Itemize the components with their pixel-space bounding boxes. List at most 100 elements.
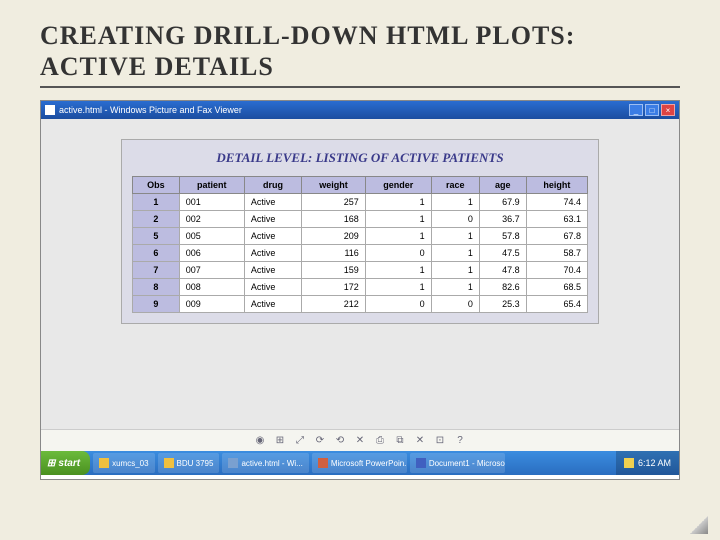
taskbar-item-icon bbox=[318, 458, 328, 468]
picture-viewer-window: active.html - Windows Picture and Fax Vi… bbox=[40, 100, 680, 480]
table-cell: 74.4 bbox=[526, 194, 587, 211]
table-cell: Active bbox=[244, 279, 301, 296]
column-header: age bbox=[479, 177, 526, 194]
toolbar-icon[interactable]: ⟲ bbox=[333, 434, 347, 448]
windows-logo-icon: ⊞ bbox=[47, 458, 55, 469]
table-cell: 58.7 bbox=[526, 245, 587, 262]
maximize-button[interactable]: □ bbox=[645, 104, 659, 116]
taskbar-item[interactable]: BDU 3795 bbox=[158, 453, 220, 473]
tray-icon[interactable] bbox=[624, 458, 634, 468]
title-underline bbox=[40, 86, 680, 88]
table-cell: 1 bbox=[365, 211, 431, 228]
table-cell: 0 bbox=[365, 245, 431, 262]
table-cell: 47.8 bbox=[479, 262, 526, 279]
table-cell: 6 bbox=[133, 245, 180, 262]
column-header: drug bbox=[244, 177, 301, 194]
patient-table: Obspatientdrugweightgenderraceageheight … bbox=[132, 176, 588, 313]
table-cell: 7 bbox=[133, 262, 180, 279]
taskbar-item-icon bbox=[228, 458, 238, 468]
table-cell: 82.6 bbox=[479, 279, 526, 296]
column-header: Obs bbox=[133, 177, 180, 194]
table-cell: 8 bbox=[133, 279, 180, 296]
table-row: 8008Active1721182.668.5 bbox=[133, 279, 588, 296]
viewer-toolbar: ◉ ⊞ ⤢ ⟳ ⟲ ✕ ⎙ ⧉ ✕ ⊡? bbox=[41, 429, 679, 451]
taskbar-item[interactable]: Document1 - Microso... bbox=[410, 453, 505, 473]
table-row: 7007Active1591147.870.4 bbox=[133, 262, 588, 279]
table-row: 1001Active2571167.974.4 bbox=[133, 194, 588, 211]
table-cell: 70.4 bbox=[526, 262, 587, 279]
toolbar-icon[interactable]: ⧉ bbox=[393, 434, 407, 448]
toolbar-icon[interactable]: ⊡ bbox=[433, 434, 447, 448]
table-cell: 007 bbox=[179, 262, 244, 279]
slide-title: Creating Drill-down HTML Plots: Active D… bbox=[40, 20, 680, 82]
column-header: race bbox=[431, 177, 479, 194]
table-cell: Active bbox=[244, 262, 301, 279]
detail-panel: DETAIL LEVEL: LISTING OF ACTIVE PATIENTS… bbox=[121, 139, 599, 324]
taskbar-item-icon bbox=[99, 458, 109, 468]
table-cell: 168 bbox=[302, 211, 366, 228]
table-cell: 67.9 bbox=[479, 194, 526, 211]
table-row: 2002Active1681036.763.1 bbox=[133, 211, 588, 228]
table-cell: 1 bbox=[365, 194, 431, 211]
column-header: gender bbox=[365, 177, 431, 194]
start-button[interactable]: ⊞ start bbox=[41, 451, 90, 475]
viewer-content: DETAIL LEVEL: LISTING OF ACTIVE PATIENTS… bbox=[41, 119, 679, 429]
toolbar-icon[interactable]: ⟳ bbox=[313, 434, 327, 448]
table-cell: 1 bbox=[431, 262, 479, 279]
table-cell: 25.3 bbox=[479, 296, 526, 313]
table-row: 9009Active2120025.365.4 bbox=[133, 296, 588, 313]
table-cell: Active bbox=[244, 194, 301, 211]
toolbar-icon[interactable]: ⎙ bbox=[373, 434, 387, 448]
close-button[interactable]: × bbox=[661, 104, 675, 116]
taskbar-item-label: active.html - Wi... bbox=[241, 459, 302, 468]
table-cell: 1 bbox=[365, 262, 431, 279]
table-cell: 67.8 bbox=[526, 228, 587, 245]
table-cell: 1 bbox=[365, 228, 431, 245]
taskbar-item-icon bbox=[164, 458, 174, 468]
table-cell: 57.8 bbox=[479, 228, 526, 245]
table-cell: 68.5 bbox=[526, 279, 587, 296]
column-header: patient bbox=[179, 177, 244, 194]
table-cell: 0 bbox=[365, 296, 431, 313]
toolbar-icon[interactable]: ? bbox=[453, 434, 467, 448]
table-cell: 001 bbox=[179, 194, 244, 211]
table-cell: Active bbox=[244, 296, 301, 313]
table-cell: 172 bbox=[302, 279, 366, 296]
taskbar-item-label: Microsoft PowerPoin... bbox=[331, 459, 407, 468]
minimize-button[interactable]: _ bbox=[629, 104, 643, 116]
table-row: 6006Active1160147.558.7 bbox=[133, 245, 588, 262]
system-tray: 6:12 AM bbox=[616, 451, 679, 475]
clock: 6:12 AM bbox=[638, 458, 671, 468]
windows-taskbar: ⊞ start xumcs_03 BDU 3795 active.html - Wi… bbox=[41, 451, 679, 475]
table-cell: 63.1 bbox=[526, 211, 587, 228]
detail-title: DETAIL LEVEL: LISTING OF ACTIVE PATIENTS bbox=[132, 150, 588, 166]
table-cell: 9 bbox=[133, 296, 180, 313]
taskbar-item[interactable]: Microsoft PowerPoin... bbox=[312, 453, 407, 473]
taskbar-item-label: xumcs_03 bbox=[112, 459, 148, 468]
taskbar-item[interactable]: active.html - Wi... bbox=[222, 453, 308, 473]
table-cell: 1 bbox=[133, 194, 180, 211]
table-cell: 212 bbox=[302, 296, 366, 313]
toolbar-icon[interactable]: ✕ bbox=[413, 434, 427, 448]
table-cell: Active bbox=[244, 245, 301, 262]
table-cell: 209 bbox=[302, 228, 366, 245]
table-cell: 5 bbox=[133, 228, 180, 245]
toolbar-icon[interactable]: ✕ bbox=[353, 434, 367, 448]
table-cell: 0 bbox=[431, 211, 479, 228]
toolbar-icon[interactable]: ⊞ bbox=[273, 434, 287, 448]
toolbar-icon[interactable]: ◉ bbox=[253, 434, 267, 448]
table-cell: 0 bbox=[431, 296, 479, 313]
table-cell: 1 bbox=[431, 279, 479, 296]
table-cell: Active bbox=[244, 228, 301, 245]
taskbar-item-label: BDU 3795 bbox=[177, 459, 214, 468]
taskbar-item-icon bbox=[416, 458, 426, 468]
table-cell: 36.7 bbox=[479, 211, 526, 228]
table-cell: 1 bbox=[365, 279, 431, 296]
table-cell: 009 bbox=[179, 296, 244, 313]
table-cell: 1 bbox=[431, 228, 479, 245]
start-label: start bbox=[58, 458, 80, 469]
taskbar-item[interactable]: xumcs_03 bbox=[93, 453, 154, 473]
toolbar-icon[interactable]: ⤢ bbox=[293, 434, 307, 448]
window-titlebar: active.html - Windows Picture and Fax Vi… bbox=[41, 101, 679, 119]
table-cell: Active bbox=[244, 211, 301, 228]
